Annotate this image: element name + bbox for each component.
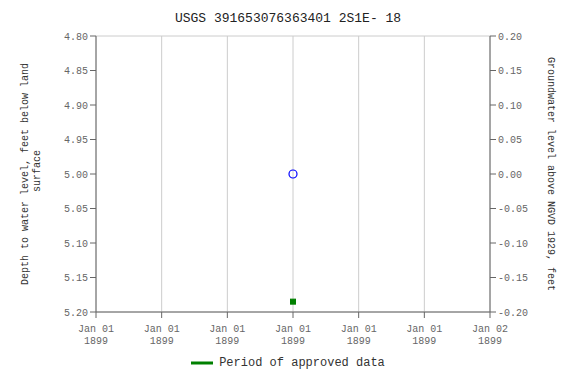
svg-text:5.00: 5.00 — [64, 170, 88, 181]
svg-text:Jan 011899: Jan 011899 — [209, 324, 245, 347]
html-text:Period of approved data: Period of approved data — [219, 356, 385, 370]
svg-text:5.15: 5.15 — [64, 273, 88, 284]
svg-text:0.10: 0.10 — [498, 101, 522, 112]
svg-text:Groundwater level above NGVD 1: Groundwater level above NGVD 1929, feet — [545, 57, 556, 291]
svg-text:4.80: 4.80 — [64, 32, 88, 43]
svg-text:Jan 011899: Jan 011899 — [144, 324, 180, 347]
svg-text:Jan 011899: Jan 011899 — [406, 324, 442, 347]
svg-text:Depth to water level, feet bel: Depth to water level, feet below land su… — [20, 63, 43, 285]
svg-text:0.20: 0.20 — [498, 32, 522, 43]
svg-text:5.05: 5.05 — [64, 204, 88, 215]
html-text:USGS 391653076363401 2S1E- 18: USGS 391653076363401 2S1E- 18 — [174, 11, 402, 26]
svg-text:5.10: 5.10 — [64, 239, 88, 250]
svg-text:0.15: 0.15 — [498, 66, 522, 77]
svg-text:-0.15: -0.15 — [498, 273, 528, 284]
svg-text:Jan 021899: Jan 021899 — [472, 324, 508, 347]
svg-text:0.00: 0.00 — [498, 170, 522, 181]
svg-text:Jan 011899: Jan 011899 — [78, 324, 114, 347]
svg-text:4.90: 4.90 — [64, 101, 88, 112]
svg-text:-0.20: -0.20 — [498, 308, 528, 319]
svg-text:-0.05: -0.05 — [498, 204, 528, 215]
svg-text:0.05: 0.05 — [498, 135, 522, 146]
svg-text:4.85: 4.85 — [64, 66, 88, 77]
svg-text:4.95: 4.95 — [64, 135, 88, 146]
svg-text:Jan 011899: Jan 011899 — [341, 324, 377, 347]
svg-text:5.20: 5.20 — [64, 308, 88, 319]
svg-text:-0.10: -0.10 — [498, 239, 528, 250]
svg-text:Jan 011899: Jan 011899 — [275, 324, 311, 347]
